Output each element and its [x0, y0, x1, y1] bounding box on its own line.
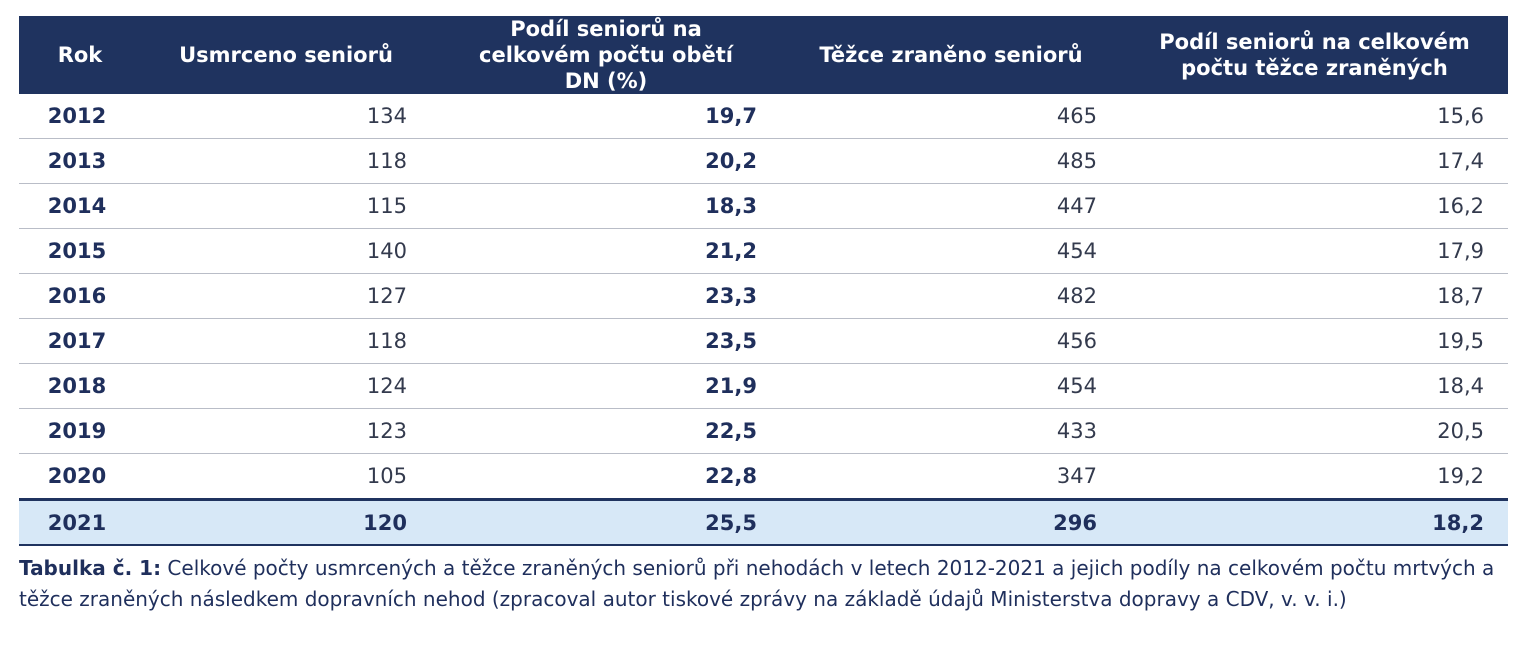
header-seriously-injured: Těžce zraněno seniorů	[781, 16, 1121, 94]
cell-share-injured: 18,2	[1121, 498, 1508, 546]
table-row: 2014 115 18,3 447 16,2	[19, 183, 1508, 229]
cell-share-injured: 16,2	[1121, 183, 1508, 229]
header-share-killed: Podíl seniorů na celkovém počtu obětí DN…	[431, 16, 781, 94]
cell-injured: 465	[781, 94, 1121, 139]
cell-share-injured: 20,5	[1121, 408, 1508, 454]
cell-share-injured: 19,5	[1121, 318, 1508, 364]
header-share-injured: Podíl seniorů na celkovém počtu těžce zr…	[1121, 16, 1508, 94]
cell-share-killed: 23,3	[431, 273, 781, 319]
table-row: 2015 140 21,2 454 17,9	[19, 228, 1508, 274]
cell-share-killed: 18,3	[431, 183, 781, 229]
table-row: 2017 118 23,5 456 19,5	[19, 318, 1508, 364]
cell-share-killed: 21,2	[431, 228, 781, 274]
cell-killed: 120	[141, 498, 431, 546]
cell-year: 2014	[19, 183, 141, 229]
cell-year: 2020	[19, 453, 141, 500]
cell-injured: 347	[781, 453, 1121, 500]
cell-share-killed: 22,5	[431, 408, 781, 454]
cell-killed: 105	[141, 453, 431, 500]
cell-share-injured: 15,6	[1121, 94, 1508, 139]
table-row: 2018 124 21,9 454 18,4	[19, 363, 1508, 409]
table-row: 2020 105 22,8 347 19,2	[19, 453, 1508, 500]
caption-text: Celkové počty usmrcených a těžce zraněný…	[19, 556, 1495, 611]
cell-injured: 296	[781, 498, 1121, 546]
cell-injured: 454	[781, 363, 1121, 409]
seniors-accident-table: Rok Usmrceno seniorů Podíl seniorů na ce…	[19, 16, 1508, 546]
cell-injured: 433	[781, 408, 1121, 454]
table-caption: Tabulka č. 1: Celkové počty usmrcených a…	[19, 553, 1509, 615]
cell-year: 2012	[19, 94, 141, 139]
header-killed-seniors: Usmrceno seniorů	[141, 16, 431, 94]
cell-killed: 118	[141, 318, 431, 364]
cell-year: 2016	[19, 273, 141, 319]
header-year: Rok	[19, 16, 141, 94]
table-row: 2012 134 19,7 465 15,6	[19, 94, 1508, 139]
cell-injured: 485	[781, 138, 1121, 184]
cell-killed: 115	[141, 183, 431, 229]
cell-share-injured: 17,9	[1121, 228, 1508, 274]
cell-killed: 134	[141, 94, 431, 139]
cell-share-killed: 22,8	[431, 453, 781, 500]
cell-killed: 118	[141, 138, 431, 184]
cell-share-killed: 20,2	[431, 138, 781, 184]
table-row: 2019 123 22,5 433 20,5	[19, 408, 1508, 454]
cell-injured: 482	[781, 273, 1121, 319]
caption-lead: Tabulka č. 1:	[19, 556, 162, 580]
cell-injured: 447	[781, 183, 1121, 229]
cell-share-killed: 25,5	[431, 498, 781, 546]
cell-share-injured: 18,4	[1121, 363, 1508, 409]
cell-share-killed: 21,9	[431, 363, 781, 409]
cell-year: 2018	[19, 363, 141, 409]
cell-injured: 454	[781, 228, 1121, 274]
table-row: 2013 118 20,2 485 17,4	[19, 138, 1508, 184]
cell-year: 2013	[19, 138, 141, 184]
cell-share-killed: 23,5	[431, 318, 781, 364]
cell-share-injured: 17,4	[1121, 138, 1508, 184]
cell-share-killed: 19,7	[431, 94, 781, 139]
cell-year: 2017	[19, 318, 141, 364]
cell-year: 2019	[19, 408, 141, 454]
cell-share-injured: 18,7	[1121, 273, 1508, 319]
table-row-highlighted: 2021 120 25,5 296 18,2	[19, 498, 1508, 546]
cell-share-injured: 19,2	[1121, 453, 1508, 500]
cell-year: 2015	[19, 228, 141, 274]
table-header-row: Rok Usmrceno seniorů Podíl seniorů na ce…	[19, 16, 1508, 94]
cell-killed: 140	[141, 228, 431, 274]
cell-killed: 127	[141, 273, 431, 319]
cell-killed: 123	[141, 408, 431, 454]
data-table-container: Rok Usmrceno seniorů Podíl seniorů na ce…	[19, 16, 1508, 546]
cell-injured: 456	[781, 318, 1121, 364]
cell-year: 2021	[19, 498, 141, 546]
cell-killed: 124	[141, 363, 431, 409]
table-row: 2016 127 23,3 482 18,7	[19, 273, 1508, 319]
